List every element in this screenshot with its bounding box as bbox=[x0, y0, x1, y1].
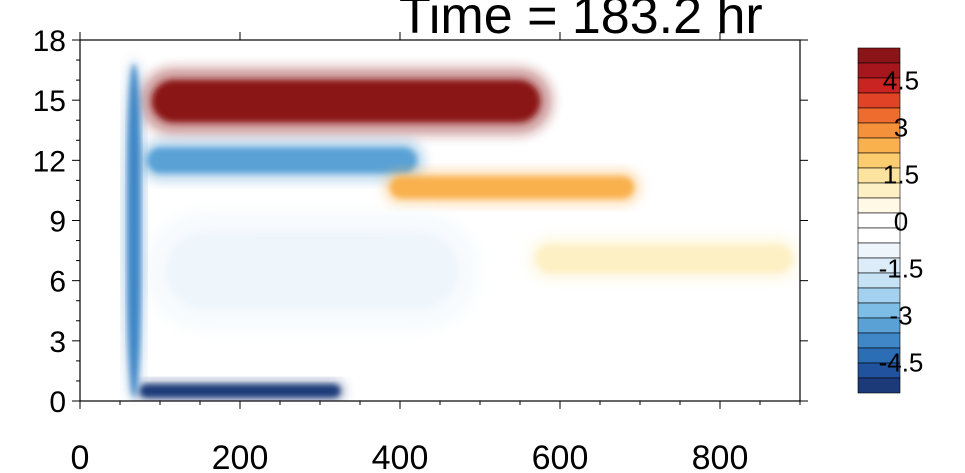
colorbar-label: 1.5 bbox=[883, 159, 919, 189]
x-tick-label: 200 bbox=[212, 439, 269, 473]
heatmap-feature bbox=[144, 210, 480, 331]
y-tick-label: 15 bbox=[33, 85, 66, 118]
x-tick-label: 600 bbox=[532, 439, 589, 473]
colorbar-swatch bbox=[857, 47, 901, 64]
y-tick-label: 18 bbox=[33, 25, 66, 58]
y-tick-label: 9 bbox=[49, 206, 66, 239]
y-tick-label: 12 bbox=[33, 145, 66, 178]
colorbar-swatch bbox=[857, 332, 901, 349]
y-tick-label: 3 bbox=[49, 326, 66, 359]
heatmap-feature bbox=[140, 68, 552, 135]
y-tick-label: 0 bbox=[49, 386, 66, 419]
x-tick-label: 0 bbox=[71, 439, 90, 473]
colorbar-label: 4.5 bbox=[883, 65, 919, 95]
heatmap-feature bbox=[124, 60, 144, 401]
colorbar-label: -4.5 bbox=[879, 348, 924, 378]
heatmap-feature bbox=[140, 140, 424, 181]
axes: 0 200 400 600 800 0 3 6 9 12 15 18 bbox=[33, 25, 808, 473]
colorbar-label: 3 bbox=[894, 112, 908, 142]
colorbar-label: 0 bbox=[894, 207, 908, 237]
chart-title: Time = 183.2 hr bbox=[395, 0, 767, 46]
colorbar-label: -3 bbox=[889, 301, 912, 331]
colorbar: 4.5 3 1.5 0 -1.5 -3 -4.5 bbox=[857, 47, 924, 394]
heatmap-feature bbox=[136, 380, 344, 401]
x-tick-label: 800 bbox=[692, 439, 749, 473]
x-tick-label: 400 bbox=[372, 439, 429, 473]
heatmap-feature bbox=[528, 236, 800, 281]
heatmap-feature bbox=[384, 170, 640, 205]
y-tick-label: 6 bbox=[49, 266, 66, 299]
heatmap-field bbox=[124, 60, 800, 401]
colorbar-swatch bbox=[857, 377, 901, 394]
colorbar-label: -1.5 bbox=[879, 254, 924, 284]
